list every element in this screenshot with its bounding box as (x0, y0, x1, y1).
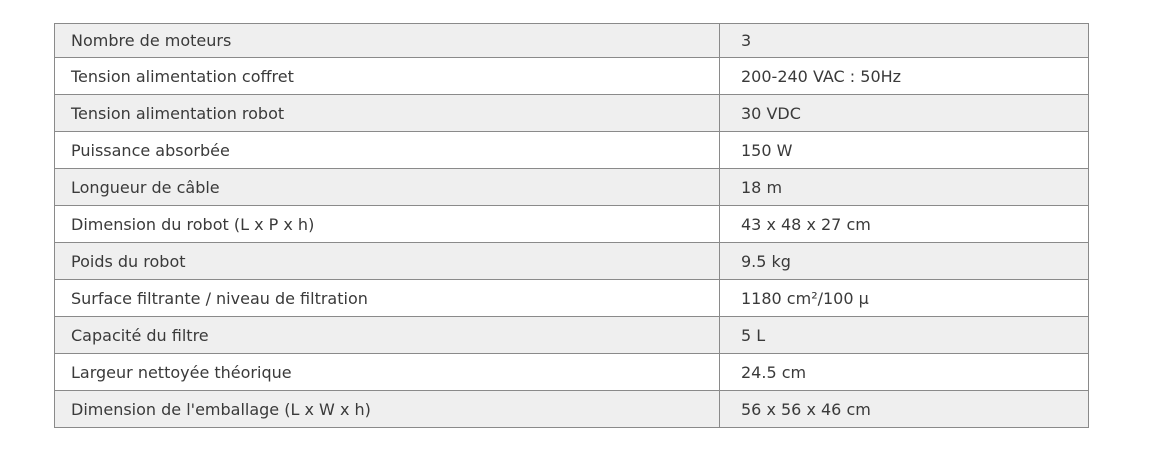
spec-row: Largeur nettoyée théorique 24.5 cm (54, 353, 1089, 391)
spec-label: Surface filtrante / niveau de filtration (54, 279, 720, 317)
spec-label: Capacité du filtre (54, 316, 720, 354)
spec-row: Poids du robot 9.5 kg (54, 242, 1089, 280)
spec-label: Dimension de l'emballage (L x W x h) (54, 390, 720, 428)
spec-label: Tension alimentation coffret (54, 57, 720, 95)
spec-row: Nombre de moteurs 3 (54, 23, 1089, 58)
spec-value: 24.5 cm (719, 353, 1089, 391)
spec-value: 30 VDC (719, 94, 1089, 132)
spec-label: Nombre de moteurs (54, 23, 720, 58)
spec-label: Longueur de câble (54, 168, 720, 206)
spec-label: Puissance absorbée (54, 131, 720, 169)
spec-row: Surface filtrante / niveau de filtration… (54, 279, 1089, 317)
spec-label: Dimension du robot (L x P x h) (54, 205, 720, 243)
spec-table: Nombre de moteurs 3 Tension alimentation c… (54, 23, 1089, 428)
spec-label: Largeur nettoyée théorique (54, 353, 720, 391)
spec-value: 56 x 56 x 46 cm (719, 390, 1089, 428)
spec-label: Poids du robot (54, 242, 720, 280)
spec-label: Tension alimentation robot (54, 94, 720, 132)
spec-row: Dimension de l'emballage (L x W x h) 56 x… (54, 390, 1089, 428)
spec-row: Tension alimentation robot 30 VDC (54, 94, 1089, 132)
spec-row: Dimension du robot (L x P x h) 43 x 48 x … (54, 205, 1089, 243)
spec-value: 150 W (719, 131, 1089, 169)
spec-value: 3 (719, 23, 1089, 58)
spec-value: 43 x 48 x 27 cm (719, 205, 1089, 243)
spec-value: 18 m (719, 168, 1089, 206)
spec-value: 200-240 VAC : 50Hz (719, 57, 1089, 95)
spec-row: Tension alimentation coffret 200-240 VAC … (54, 57, 1089, 95)
spec-value: 5 L (719, 316, 1089, 354)
spec-value: 1180 cm²/100 µ (719, 279, 1089, 317)
spec-row: Longueur de câble 18 m (54, 168, 1089, 206)
spec-row: Capacité du filtre 5 L (54, 316, 1089, 354)
spec-row: Puissance absorbée 150 W (54, 131, 1089, 169)
spec-value: 9.5 kg (719, 242, 1089, 280)
